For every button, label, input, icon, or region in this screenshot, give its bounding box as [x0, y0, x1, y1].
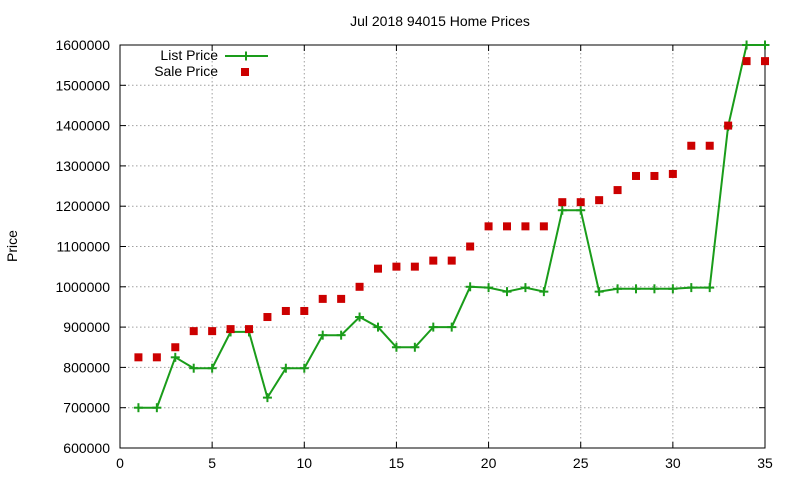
data-point-sale-price	[355, 282, 364, 291]
data-point-sale-price	[539, 222, 548, 231]
y-tick-label: 800000	[63, 359, 110, 375]
data-point-list-price	[686, 283, 696, 293]
data-point-list-price	[649, 284, 659, 294]
y-tick-label: 1300000	[55, 158, 110, 174]
x-tick-label: 10	[296, 455, 312, 471]
data-point-sale-price	[705, 141, 714, 150]
data-point-sale-price	[152, 353, 161, 362]
data-point-sale-price	[374, 264, 382, 273]
data-point-sale-price	[576, 198, 585, 207]
data-point-sale-price	[687, 141, 696, 150]
y-tick-label: 1100000	[57, 239, 111, 255]
data-point-list-price	[281, 363, 291, 373]
x-tick-label: 0	[116, 455, 124, 471]
data-point-list-price	[336, 330, 346, 340]
y-tick-label: 1600000	[55, 37, 110, 53]
data-point-list-price	[207, 363, 217, 373]
data-point-sale-price	[281, 306, 290, 315]
data-point-sale-price	[521, 222, 530, 231]
chart-title: Jul 2018 94015 Home Prices	[350, 13, 530, 29]
data-point-list-price	[299, 363, 309, 373]
data-point-sale-price	[761, 57, 769, 66]
legend-plus	[241, 51, 251, 61]
data-point-sale-price	[668, 169, 677, 178]
data-point-sale-price	[189, 327, 198, 336]
data-point-list-price	[447, 322, 457, 332]
data-point-sale-price	[263, 313, 272, 322]
x-tick-label: 30	[665, 455, 681, 471]
data-point-list-price	[428, 322, 438, 332]
data-point-sale-price	[724, 121, 733, 130]
data-point-list-price	[152, 403, 162, 413]
series-group	[133, 40, 770, 413]
data-point-list-price	[373, 322, 383, 332]
data-point-sale-price	[484, 222, 493, 231]
data-point-list-price	[520, 283, 530, 293]
data-point-sale-price	[558, 198, 567, 207]
data-point-list-price	[189, 363, 199, 373]
data-point-sale-price	[447, 256, 456, 265]
data-point-sale-price	[318, 294, 327, 303]
data-point-list-price	[760, 40, 770, 50]
data-point-sale-price	[613, 186, 622, 195]
data-point-list-price	[133, 403, 143, 413]
data-point-list-price	[594, 287, 604, 297]
x-tick-label: 35	[757, 455, 773, 471]
data-point-sale-price	[392, 262, 401, 271]
data-point-list-price	[262, 393, 272, 403]
data-point-list-price	[557, 205, 567, 215]
data-point-list-price	[502, 287, 512, 297]
legend-label-sale-price: Sale Price	[154, 63, 218, 79]
data-point-sale-price	[171, 343, 180, 352]
series-line-list-price	[138, 44, 765, 409]
data-point-list-price	[391, 342, 401, 352]
data-point-list-price	[613, 284, 623, 294]
data-point-sale-price	[134, 353, 143, 362]
data-point-list-price	[410, 342, 420, 352]
grid-lines	[120, 45, 765, 448]
legend-marker-list-price	[241, 51, 251, 61]
data-point-sale-price	[466, 242, 475, 251]
data-point-list-price	[484, 283, 494, 293]
data-point-sale-price	[410, 262, 419, 271]
axis-ticks: 0 5 10 15 20 25 30 35 600000 700000 800000 900000 10…	[55, 37, 773, 471]
data-point-sale-price	[595, 196, 604, 205]
data-point-sale-price	[300, 306, 309, 315]
data-point-sale-price	[632, 171, 640, 180]
y-tick-label: 1400000	[55, 118, 110, 134]
y-tick-label: 700000	[63, 400, 110, 416]
data-point-sale-price	[742, 57, 751, 66]
data-point-sale-price	[503, 222, 511, 231]
data-point-list-price	[742, 40, 752, 50]
legend: List Price Sale Price	[154, 47, 268, 79]
x-tick-label: 15	[389, 455, 405, 471]
data-point-list-price	[539, 287, 549, 297]
data-point-list-price	[576, 205, 586, 215]
data-point-sale-price	[208, 327, 217, 336]
x-tick-label: 20	[481, 455, 497, 471]
data-point-list-price	[668, 284, 678, 294]
legend-label-list-price: List Price	[160, 47, 218, 63]
data-point-list-price	[355, 312, 365, 322]
y-tick-label: 900000	[63, 319, 110, 335]
y-tick-label: 1000000	[55, 279, 110, 295]
x-tick-label: 5	[208, 455, 216, 471]
legend-marker-sale-price	[241, 68, 249, 76]
y-tick-label: 1200000	[55, 198, 110, 214]
data-point-list-price	[631, 284, 641, 294]
data-point-sale-price	[245, 325, 253, 334]
data-point-list-price	[705, 283, 715, 293]
data-point-list-price	[170, 352, 180, 362]
y-axis-label: Price	[4, 230, 20, 262]
data-point-sale-price	[337, 294, 346, 303]
x-tick-label: 25	[573, 455, 589, 471]
data-point-list-price	[465, 282, 475, 292]
y-tick-label: 600000	[63, 440, 110, 456]
y-tick-label: 1500000	[55, 77, 110, 93]
data-point-sale-price	[429, 256, 438, 265]
data-point-sale-price	[226, 325, 235, 334]
data-point-sale-price	[650, 171, 659, 180]
data-point-list-price	[318, 330, 328, 340]
